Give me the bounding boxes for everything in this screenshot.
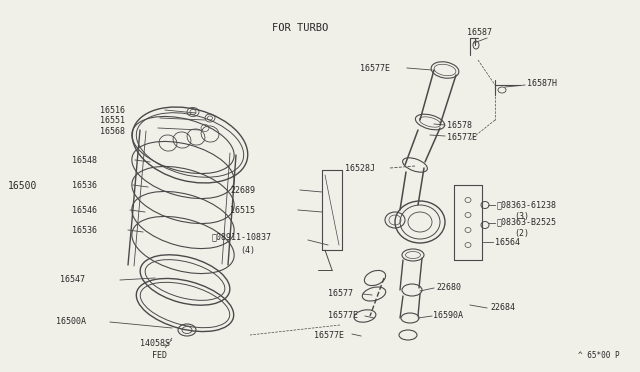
Text: 16500A: 16500A xyxy=(56,317,86,327)
Text: 16590A: 16590A xyxy=(433,311,463,320)
Text: 16500: 16500 xyxy=(8,181,37,191)
Text: 16577E: 16577E xyxy=(360,64,390,73)
Text: 16578: 16578 xyxy=(447,121,472,129)
Text: 16515: 16515 xyxy=(230,205,255,215)
Text: 16577E: 16577E xyxy=(314,330,344,340)
Text: Ⓝ08363-61238: Ⓝ08363-61238 xyxy=(497,201,557,209)
Text: FOR TURBO: FOR TURBO xyxy=(272,23,328,33)
Text: 16548: 16548 xyxy=(72,155,97,164)
Text: 16536: 16536 xyxy=(72,225,97,234)
Text: 22684: 22684 xyxy=(490,304,515,312)
Text: 22680: 22680 xyxy=(436,283,461,292)
Text: 14058S: 14058S xyxy=(140,340,170,349)
Text: ⓝ08911-10837: ⓝ08911-10837 xyxy=(212,232,272,241)
Text: 16528J: 16528J xyxy=(345,164,375,173)
Text: 16587: 16587 xyxy=(467,28,492,36)
Text: FED: FED xyxy=(152,350,167,359)
Text: (4): (4) xyxy=(240,246,255,254)
Text: 16516: 16516 xyxy=(100,106,125,115)
Text: 16551: 16551 xyxy=(100,115,125,125)
Text: (3): (3) xyxy=(514,212,529,221)
Text: 16546: 16546 xyxy=(72,205,97,215)
Text: 16568: 16568 xyxy=(100,126,125,135)
Text: 16587H: 16587H xyxy=(527,78,557,87)
Text: ^ 65*00 P: ^ 65*00 P xyxy=(579,350,620,359)
Text: 16536: 16536 xyxy=(72,180,97,189)
Text: 22689: 22689 xyxy=(230,186,255,195)
Text: 16577E: 16577E xyxy=(447,132,477,141)
Text: (2): (2) xyxy=(514,228,529,237)
Text: 16564: 16564 xyxy=(495,237,520,247)
Text: 16577E: 16577E xyxy=(328,311,358,321)
Text: 16577: 16577 xyxy=(328,289,353,298)
Text: 16547: 16547 xyxy=(60,276,85,285)
Text: Ⓝ08363-B2525: Ⓝ08363-B2525 xyxy=(497,218,557,227)
